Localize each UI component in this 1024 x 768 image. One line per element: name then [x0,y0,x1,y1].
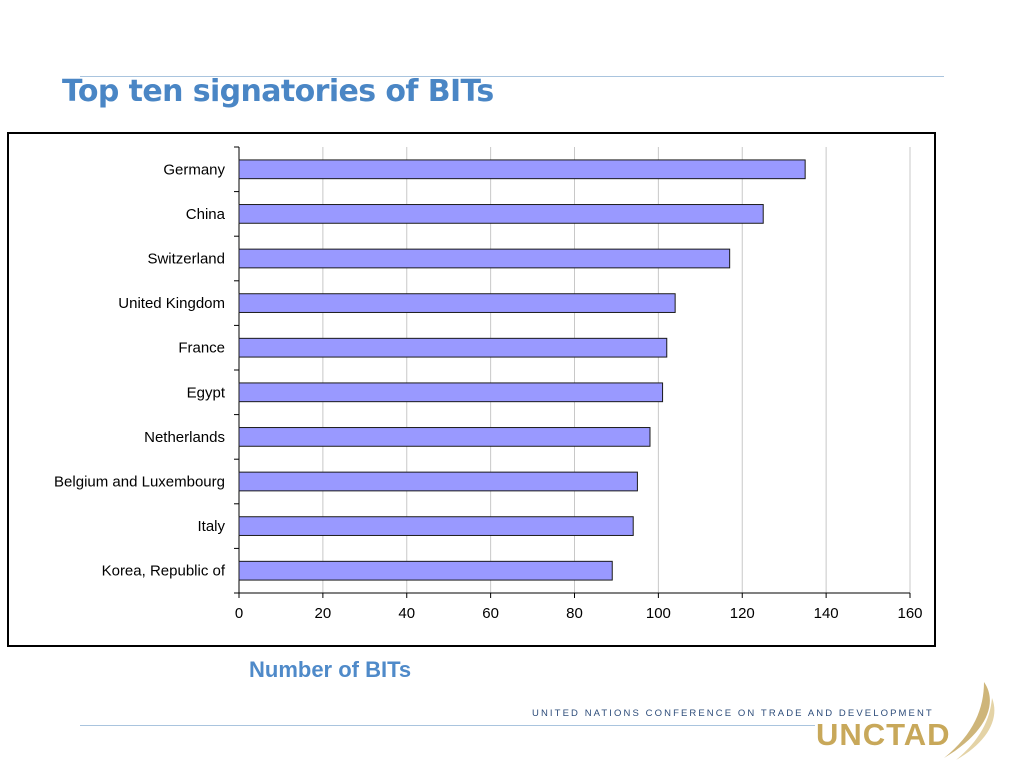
bar [238,427,651,447]
category-label: Belgium and Luxembourg [54,474,225,491]
x-tick-label: 60 [482,605,499,622]
x-axis-title: Number of BITs [249,657,412,682]
category-label: China [186,206,226,223]
x-tick-label: 160 [897,605,922,622]
bar [238,159,806,180]
unctad-logo-text: UNCTAD [816,717,951,752]
footer-organization: UNITED NATIONS CONFERENCE ON TRADE AND D… [532,708,934,719]
x-tick-label: 40 [398,605,415,622]
bar [238,471,638,492]
category-label: France [178,340,225,357]
x-tick-label: 20 [315,605,332,622]
bar [238,382,664,403]
bar [238,560,613,581]
category-label: Italy [197,518,225,535]
bar [238,516,634,536]
bottom-divider [80,725,815,726]
x-tick-label: 140 [814,605,839,622]
top-divider [80,76,944,77]
chart-frame: 0 20 40 60 80 100 120 140 160 Germany China Switzer… [7,132,936,647]
x-tick-label: 100 [646,605,671,622]
category-label: Korea, Republic of [102,563,226,580]
category-label: Netherlands [144,429,225,446]
category-label: United Kingdom [118,295,225,312]
x-tick-label: 80 [566,605,583,622]
bar [238,248,731,269]
x-tick-label: 120 [730,605,755,622]
bar [238,293,676,313]
bar-chart: 0 20 40 60 80 100 120 140 160 Germany China Switzer… [54,146,923,622]
category-label: Egypt [187,384,226,401]
category-label: Germany [163,161,225,178]
bar [238,204,764,224]
category-label: Switzerland [147,251,225,268]
unctad-logo-swoosh [944,682,995,760]
x-tick-label: 0 [235,605,243,622]
bar [238,337,668,358]
slide-title: Top ten signatories of BITs [62,74,494,109]
